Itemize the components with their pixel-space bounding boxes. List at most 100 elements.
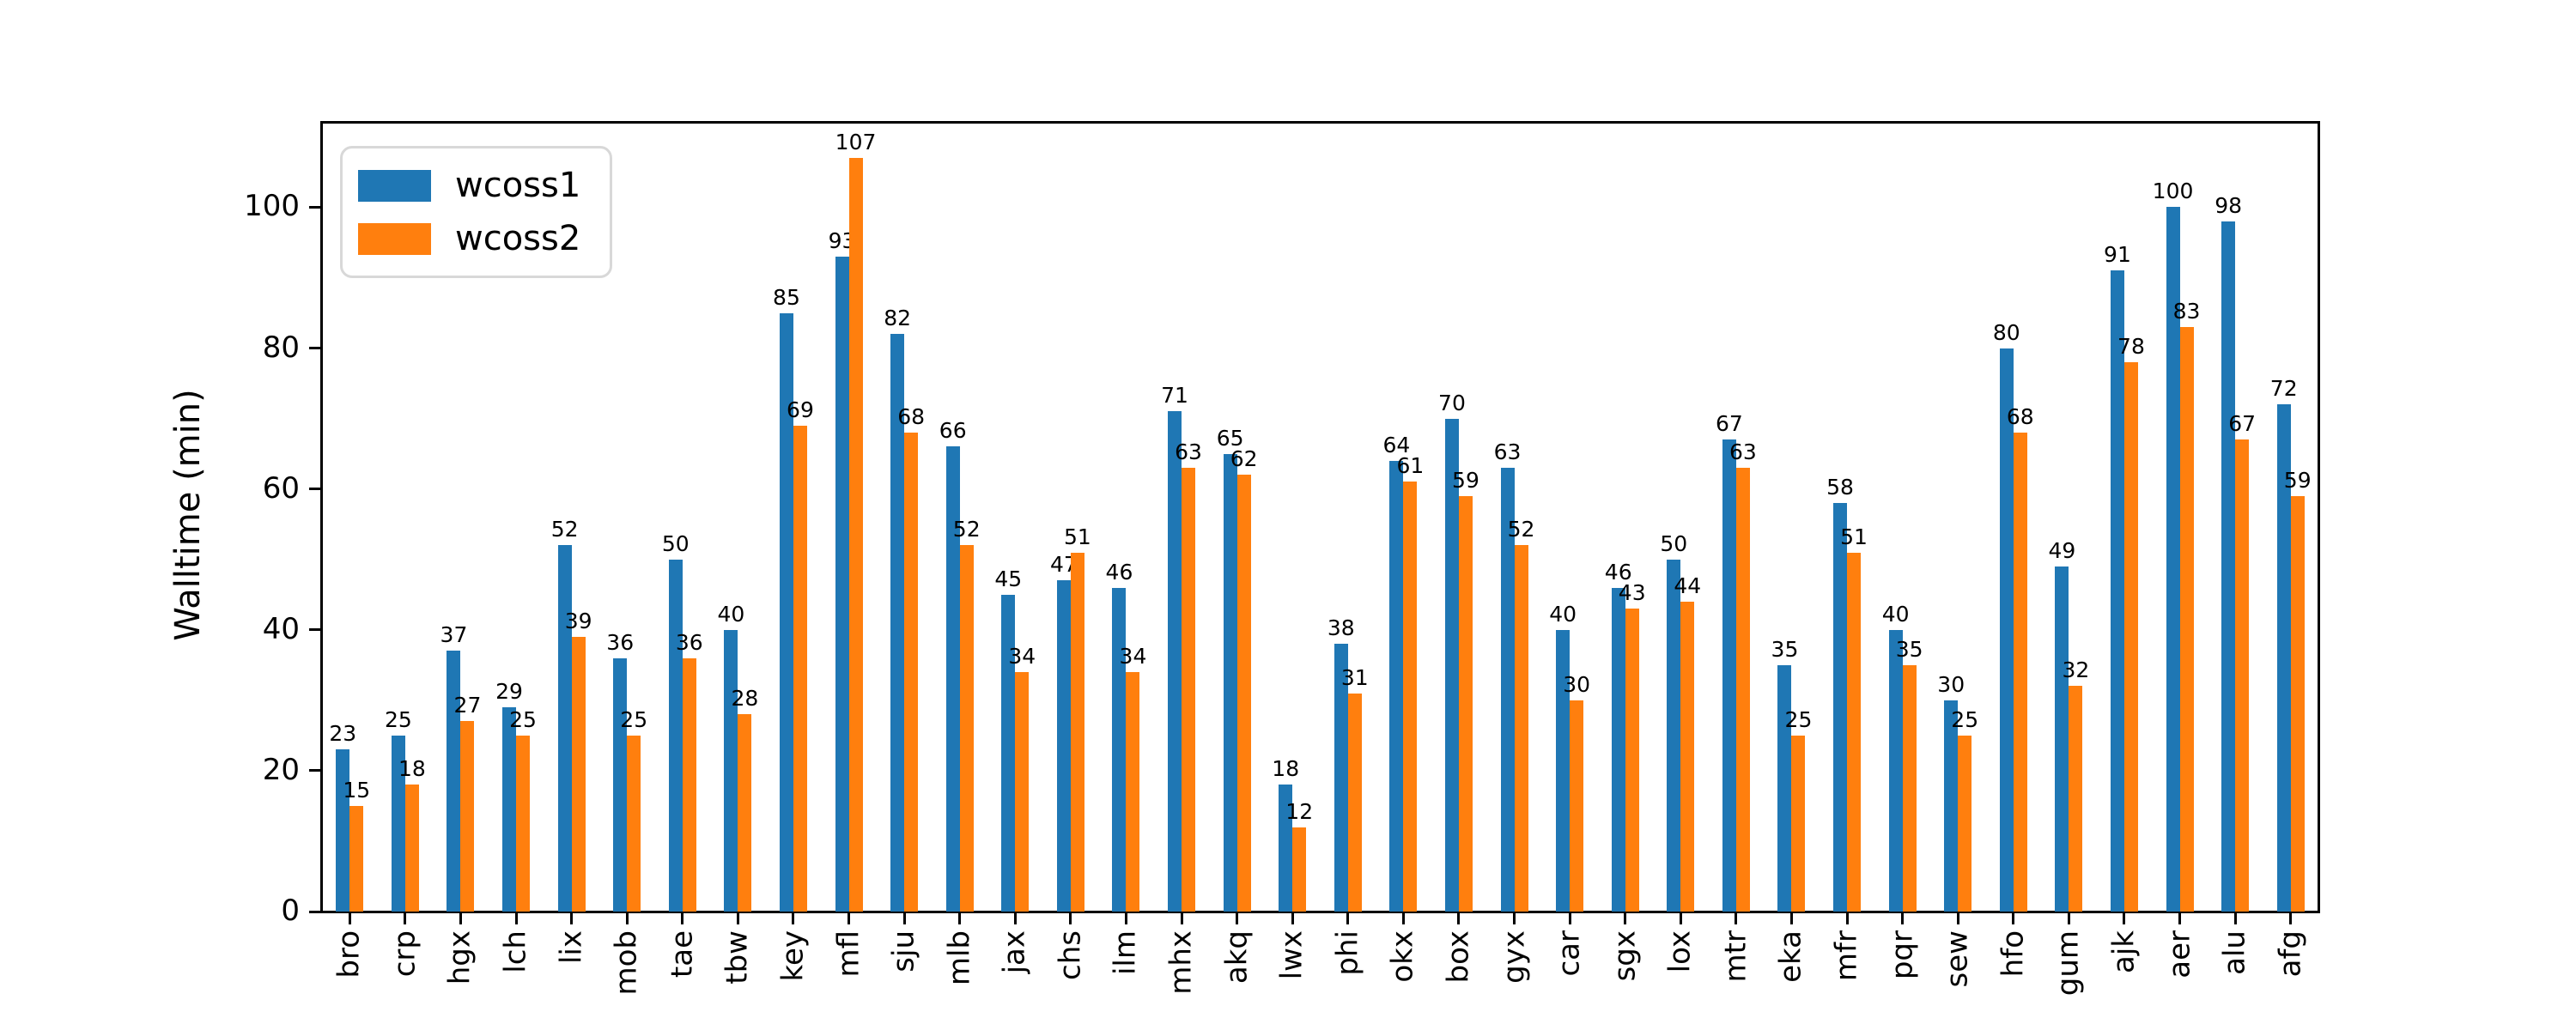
y-axis-title: Walltime (min) [168, 389, 208, 641]
x-tick-label-akq: akq [1218, 930, 1254, 985]
x-tick-label-mfr: mfr [1829, 930, 1864, 982]
y-tick-0 [309, 910, 322, 913]
bar-wcoss1-eka [1777, 664, 1792, 912]
x-tick-mhx [1180, 912, 1183, 924]
legend-swatch-wcoss1 [358, 169, 431, 202]
bar-wcoss2-okx [1403, 482, 1418, 912]
x-tick-sju [902, 912, 906, 924]
bar-wcoss2-aer [2179, 326, 2194, 912]
bar-wcoss2-lox [1680, 601, 1695, 912]
x-tick-car [1568, 912, 1571, 924]
bar-wcoss1-sgx [1611, 587, 1625, 912]
bar-wcoss2-bro [349, 805, 364, 912]
bar-wcoss2-crp [404, 785, 419, 912]
bar-value-wcoss2-hfo: 68 [2006, 404, 2034, 430]
bar-wcoss1-mlb [945, 446, 960, 912]
bar-value-wcoss1-car: 40 [1549, 601, 1577, 627]
bar-value-wcoss2-box: 59 [1452, 467, 1479, 493]
bar-value-wcoss2-lwx: 12 [1285, 798, 1314, 824]
x-tick-label-mob: mob [609, 930, 644, 996]
bar-value-wcoss1-ilm: 46 [1105, 559, 1133, 585]
y-tick-20 [309, 769, 322, 772]
bar-value-wcoss2-alu: 67 [2228, 411, 2257, 437]
bar-wcoss2-phi [1347, 693, 1362, 912]
bar-value-wcoss1-lwx: 18 [1272, 756, 1300, 782]
bar-value-wcoss2-bro: 15 [343, 777, 371, 803]
x-tick-label-ajk: ajk [2106, 930, 2142, 973]
bar-wcoss2-akq [1236, 475, 1251, 912]
bar-value-wcoss2-sgx: 43 [1618, 580, 1646, 606]
bar-wcoss1-ilm [1112, 587, 1127, 912]
bar-value-wcoss2-car: 30 [1563, 671, 1591, 697]
bar-wcoss1-alu [2221, 221, 2236, 912]
bar-value-wcoss1-mhx: 71 [1161, 383, 1188, 409]
bar-wcoss1-tae [668, 559, 683, 912]
bar-value-wcoss2-ajk: 78 [2117, 333, 2145, 359]
bar-wcoss2-chs [1070, 552, 1084, 912]
bar-wcoss2-gyx [1514, 545, 1528, 912]
bar-wcoss1-hfo [1999, 348, 2014, 912]
bar-value-wcoss1-bro: 23 [329, 721, 357, 747]
bar-wcoss1-aer [2166, 207, 2180, 912]
x-tick-label-bro: bro [331, 930, 367, 978]
bar-value-wcoss2-okx: 61 [1396, 453, 1425, 479]
bar-value-wcoss1-phi: 38 [1327, 615, 1355, 641]
bar-value-wcoss2-akq: 62 [1230, 446, 1258, 472]
bar-value-wcoss1-pqr: 40 [1881, 601, 1910, 627]
bar-wcoss2-sju [904, 433, 919, 912]
bar-wcoss1-lox [1667, 559, 1681, 912]
x-tick-lix [570, 912, 574, 924]
x-tick-key [792, 912, 795, 924]
plot-area: wcoss1 wcoss2 0 20 40 60 80 100 bro 23 15 crp 25 18… [244, 121, 2320, 996]
bar-wcoss2-afg [2290, 495, 2305, 912]
x-tick-eka [1789, 912, 1793, 924]
bar-value-wcoss1-gum: 49 [2048, 537, 2076, 563]
x-tick-sew [1956, 912, 1959, 924]
x-tick-label-phi: phi [1330, 930, 1365, 976]
bar-value-wcoss2-mtr: 63 [1728, 439, 1757, 465]
bar-value-wcoss1-hgx: 37 [440, 622, 468, 648]
x-tick-box [1457, 912, 1461, 924]
x-tick-label-sju: sju [886, 930, 921, 972]
bar-wcoss2-lix [571, 637, 586, 912]
x-tick-label-hgx: hgx [442, 930, 477, 985]
x-tick-label-afg: afg [2273, 930, 2308, 978]
x-tick-label-lwx: lwx [1274, 930, 1309, 980]
x-tick-label-key: key [775, 930, 811, 982]
bar-wcoss1-mob [613, 657, 628, 912]
x-tick-lch [514, 912, 518, 924]
x-tick-mtr [1735, 912, 1738, 924]
x-tick-label-gum: gum [2050, 930, 2086, 997]
x-tick-crp [404, 912, 407, 924]
bar-wcoss2-eka [1791, 735, 1806, 912]
bar-value-wcoss2-gum: 32 [2062, 657, 2090, 683]
bar-wcoss2-hfo [2013, 433, 2027, 912]
legend-label-wcoss2: wcoss2 [455, 219, 581, 258]
bar-value-wcoss2-sew: 25 [1951, 706, 1979, 732]
y-tick-label-20: 20 [262, 752, 300, 787]
bar-value-wcoss2-tbw: 28 [731, 686, 759, 712]
bar-value-wcoss1-lox: 50 [1660, 530, 1688, 556]
x-tick-aer [2178, 912, 2182, 924]
x-tick-label-gyx: gyx [1496, 930, 1531, 984]
bar-wcoss2-box [1458, 495, 1473, 912]
bar-value-wcoss1-akq: 65 [1216, 425, 1244, 451]
legend-label-wcoss1: wcoss1 [455, 166, 581, 205]
x-tick-label-eka: eka [1773, 930, 1808, 983]
bar-value-wcoss1-mfl: 93 [828, 227, 856, 253]
bar-wcoss2-lwx [1292, 827, 1307, 912]
bar-wcoss1-okx [1389, 460, 1404, 912]
bottom-spine [320, 911, 2320, 913]
bar-value-wcoss1-key: 85 [773, 284, 800, 310]
x-tick-mfr [1845, 912, 1849, 924]
bar-value-wcoss2-mfl: 107 [835, 130, 877, 155]
bar-value-wcoss2-lix: 39 [564, 609, 592, 633]
bar-value-wcoss2-afg: 59 [2283, 467, 2312, 493]
bar-wcoss2-tae [682, 657, 696, 912]
bar-wcoss2-pqr [1902, 664, 1917, 912]
bar-wcoss2-key [793, 425, 807, 912]
bar-value-wcoss2-hgx: 27 [453, 693, 482, 718]
bar-value-wcoss2-tae: 36 [675, 629, 703, 655]
x-tick-ilm [1124, 912, 1127, 924]
